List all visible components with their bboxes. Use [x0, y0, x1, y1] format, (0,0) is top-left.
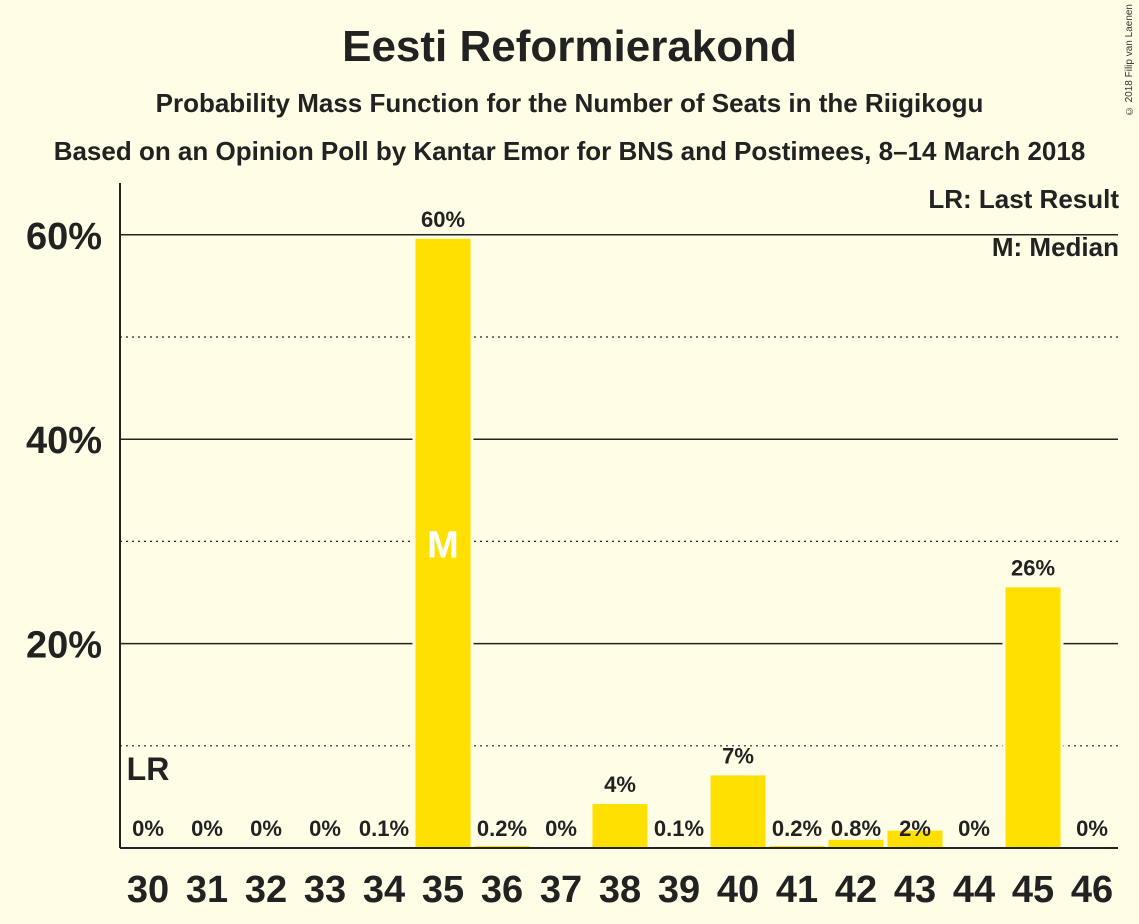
bar-value-label: 0% [1076, 816, 1108, 841]
bar-value-label: 0.2% [477, 816, 527, 841]
bar-halo [353, 843, 415, 848]
bar-value-label: 0.1% [359, 816, 409, 841]
bar-value-label: 0.1% [654, 816, 704, 841]
bar-value-label: 0.2% [772, 816, 822, 841]
x-tick-label: 37 [540, 869, 582, 911]
bar-35 [415, 238, 471, 848]
bar-value-label: 0% [191, 816, 223, 841]
bar-value-label: 26% [1011, 555, 1055, 580]
bar-36 [474, 845, 530, 848]
bar-value-label: 60% [421, 207, 465, 232]
x-tick-label: 42 [835, 869, 877, 911]
x-tick-label: 39 [658, 869, 700, 911]
y-tick-label: 60% [26, 216, 102, 258]
bar-halo [648, 843, 710, 848]
bar-value-label: 0% [250, 816, 282, 841]
median-marker: M [427, 524, 459, 566]
chart-source-subtitle: Based on an Opinion Poll by Kantar Emor … [53, 136, 1086, 166]
bar-value-label: 0% [545, 816, 577, 841]
bar-value-label: 7% [722, 743, 754, 768]
x-tick-label: 41 [776, 869, 818, 911]
x-tick-label: 35 [422, 869, 464, 911]
bar-43 [887, 830, 943, 848]
x-tick-label: 46 [1071, 869, 1113, 911]
bar-45 [1005, 587, 1061, 848]
x-tick-label: 30 [127, 869, 169, 911]
x-tick-label: 44 [953, 869, 995, 911]
x-tick-label: 38 [599, 869, 641, 911]
bar-halo [471, 842, 533, 848]
bar-41 [769, 845, 825, 848]
x-tick-label: 31 [186, 869, 228, 911]
x-tick-label: 32 [245, 869, 287, 911]
x-tick-label: 45 [1012, 869, 1054, 911]
bar-value-label: 0.8% [831, 816, 881, 841]
x-tick-label: 36 [481, 869, 523, 911]
legend-last-result: LR: Last Result [928, 184, 1119, 214]
x-tick-label: 34 [363, 869, 405, 911]
bar-value-label: 4% [604, 772, 636, 797]
bar-value-label: 2% [899, 816, 931, 841]
bar-value-label: 0% [132, 816, 164, 841]
last-result-marker: LR [127, 751, 170, 787]
bar-value-label: 0% [958, 816, 990, 841]
bar-value-label: 0% [309, 816, 341, 841]
y-tick-label: 40% [26, 420, 102, 462]
legend-median: M: Median [991, 232, 1119, 262]
chart-subtitle: Probability Mass Function for the Number… [155, 88, 984, 118]
x-tick-label: 40 [717, 869, 759, 911]
bar-40 [710, 775, 766, 848]
chart-title: Eesti Reformierakond [342, 22, 797, 71]
bar-42 [828, 839, 884, 848]
x-tick-label: 43 [894, 869, 936, 911]
y-tick-label: 20% [26, 625, 102, 667]
bar-38 [592, 804, 648, 848]
x-tick-label: 33 [304, 869, 346, 911]
bar-halo [766, 842, 828, 848]
